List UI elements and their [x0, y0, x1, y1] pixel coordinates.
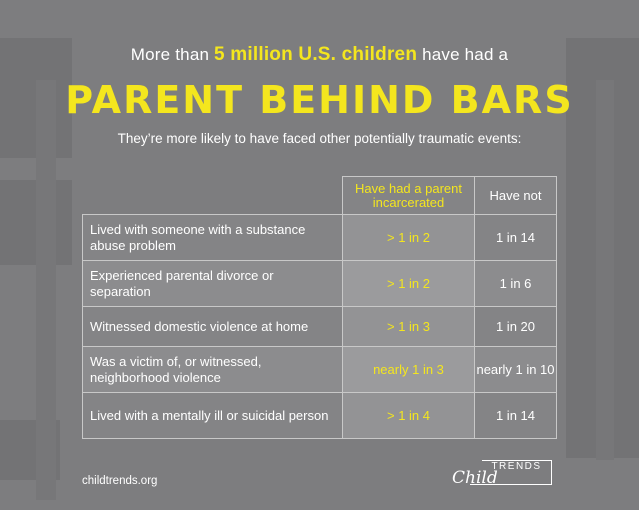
- row-label: Witnessed domestic violence at home: [82, 306, 343, 347]
- row-label: Lived with a mentally ill or suicidal pe…: [82, 392, 343, 439]
- table-row: Lived with a mentally ill or suicidal pe…: [82, 392, 557, 439]
- background-bar-shape: [36, 80, 56, 500]
- logo-trends-text: TRENDS: [482, 460, 552, 473]
- have-not-value: 1 in 20: [474, 306, 557, 347]
- have-not-value: 1 in 14: [474, 214, 557, 261]
- have-not-value: 1 in 6: [474, 260, 557, 307]
- row-label: Lived with someone with a substance abus…: [82, 214, 343, 261]
- headline: More than 5 million U.S. children have h…: [0, 44, 639, 66]
- comparison-table: Have had a parent incarcerated Have not …: [82, 176, 557, 439]
- child-trends-logo: TRENDS Child: [450, 458, 554, 490]
- background-bar-shape: [596, 80, 614, 460]
- logo-swoosh: [470, 473, 552, 485]
- table-row: Was a victim of, or witnessed, neighborh…: [82, 346, 557, 393]
- headline-suffix: have had a: [417, 45, 509, 64]
- headline-highlight: 5 million U.S. children: [214, 44, 418, 65]
- table-header-row: Have had a parent incarcerated Have not: [82, 176, 557, 215]
- headline-prefix: More than: [130, 45, 215, 64]
- footer-url[interactable]: childtrends.org: [82, 475, 158, 487]
- page-title: PARENT BEHIND BARS: [65, 78, 574, 122]
- incarcerated-value: nearly 1 in 3: [342, 346, 475, 393]
- incarcerated-value: > 1 in 2: [342, 260, 475, 307]
- table-row: Lived with someone with a substance abus…: [82, 214, 557, 261]
- logo-child-text: Child: [452, 468, 498, 488]
- column-header-incarcerated: Have had a parent incarcerated: [342, 176, 475, 215]
- incarcerated-value: > 1 in 2: [342, 214, 475, 261]
- column-header-have-not: Have not: [474, 176, 557, 215]
- subtitle: They’re more likely to have faced other …: [117, 131, 522, 146]
- table-corner: [82, 176, 343, 215]
- incarcerated-value: > 1 in 4: [342, 392, 475, 439]
- table-row: Experienced parental divorce or separati…: [82, 260, 557, 307]
- incarcerated-value: > 1 in 3: [342, 306, 475, 347]
- have-not-value: 1 in 14: [474, 392, 557, 439]
- have-not-value: nearly 1 in 10: [474, 346, 557, 393]
- table-row: Witnessed domestic violence at home > 1 …: [82, 306, 557, 347]
- row-label: Was a victim of, or witnessed, neighborh…: [82, 346, 343, 393]
- row-label: Experienced parental divorce or separati…: [82, 260, 343, 307]
